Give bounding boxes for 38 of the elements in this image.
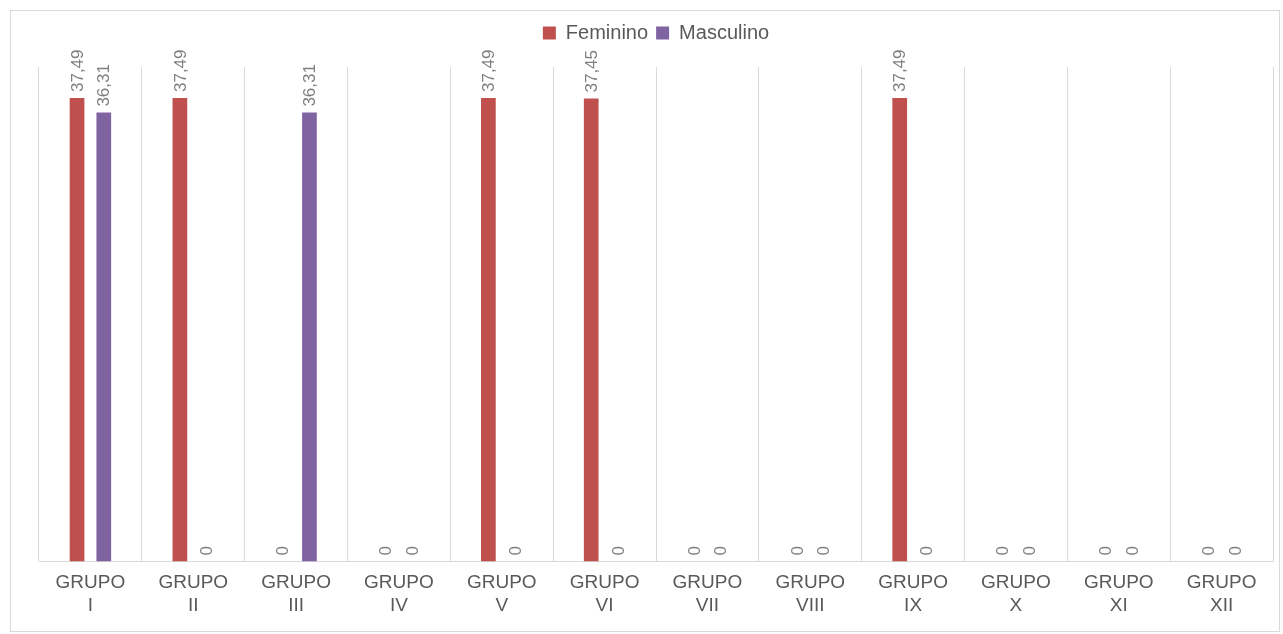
data-label: 0 [1225, 545, 1245, 556]
data-label: 0 [993, 545, 1013, 556]
data-label: 36,31 [300, 64, 320, 107]
legend-label: Feminino [565, 20, 649, 43]
x-tick-label: GRUPO II [158, 571, 229, 615]
x-tick-label: GRUPO I [55, 571, 126, 615]
data-label: 0 [402, 545, 422, 556]
x-tick-label: GRUPO VII [672, 571, 743, 615]
data-label: 0 [505, 545, 525, 556]
x-tick-label: GRUPO IX [878, 571, 948, 615]
data-label: 0 [1198, 545, 1218, 556]
data-label: 0 [197, 545, 217, 556]
legend-label: Masculino [679, 20, 770, 43]
data-label: 37,49 [479, 49, 499, 93]
data-label: 37,49 [890, 49, 910, 93]
data-label: 0 [1122, 545, 1142, 556]
data-label: 0 [608, 545, 628, 556]
data-label: 0 [917, 545, 937, 556]
x-tick-label: GRUPO X [981, 571, 1051, 615]
data-label: 0 [1019, 545, 1039, 556]
x-tick-label: GRUPO VIII [775, 571, 846, 615]
data-label: 0 [376, 545, 396, 556]
x-tick-label: GRUPO XI [1083, 571, 1154, 615]
data-label: 37,45 [581, 49, 601, 93]
data-label: 36,31 [94, 64, 114, 107]
x-tick-label: GRUPO IV [364, 571, 434, 615]
x-tick-label: GRUPO XII [1186, 571, 1257, 615]
data-label: 0 [814, 545, 834, 556]
data-label: 0 [1096, 545, 1116, 556]
data-label: 0 [273, 545, 293, 556]
data-label: 0 [787, 545, 807, 556]
data-label: 0 [711, 545, 731, 556]
data-label: 37,49 [67, 49, 87, 93]
x-tick-label: GRUPO III [261, 571, 331, 615]
data-label: 0 [684, 545, 704, 556]
x-tick-label: GRUPO V [466, 571, 537, 615]
x-tick-label: GRUPO VI [569, 571, 640, 615]
data-label: 37,49 [170, 49, 190, 93]
